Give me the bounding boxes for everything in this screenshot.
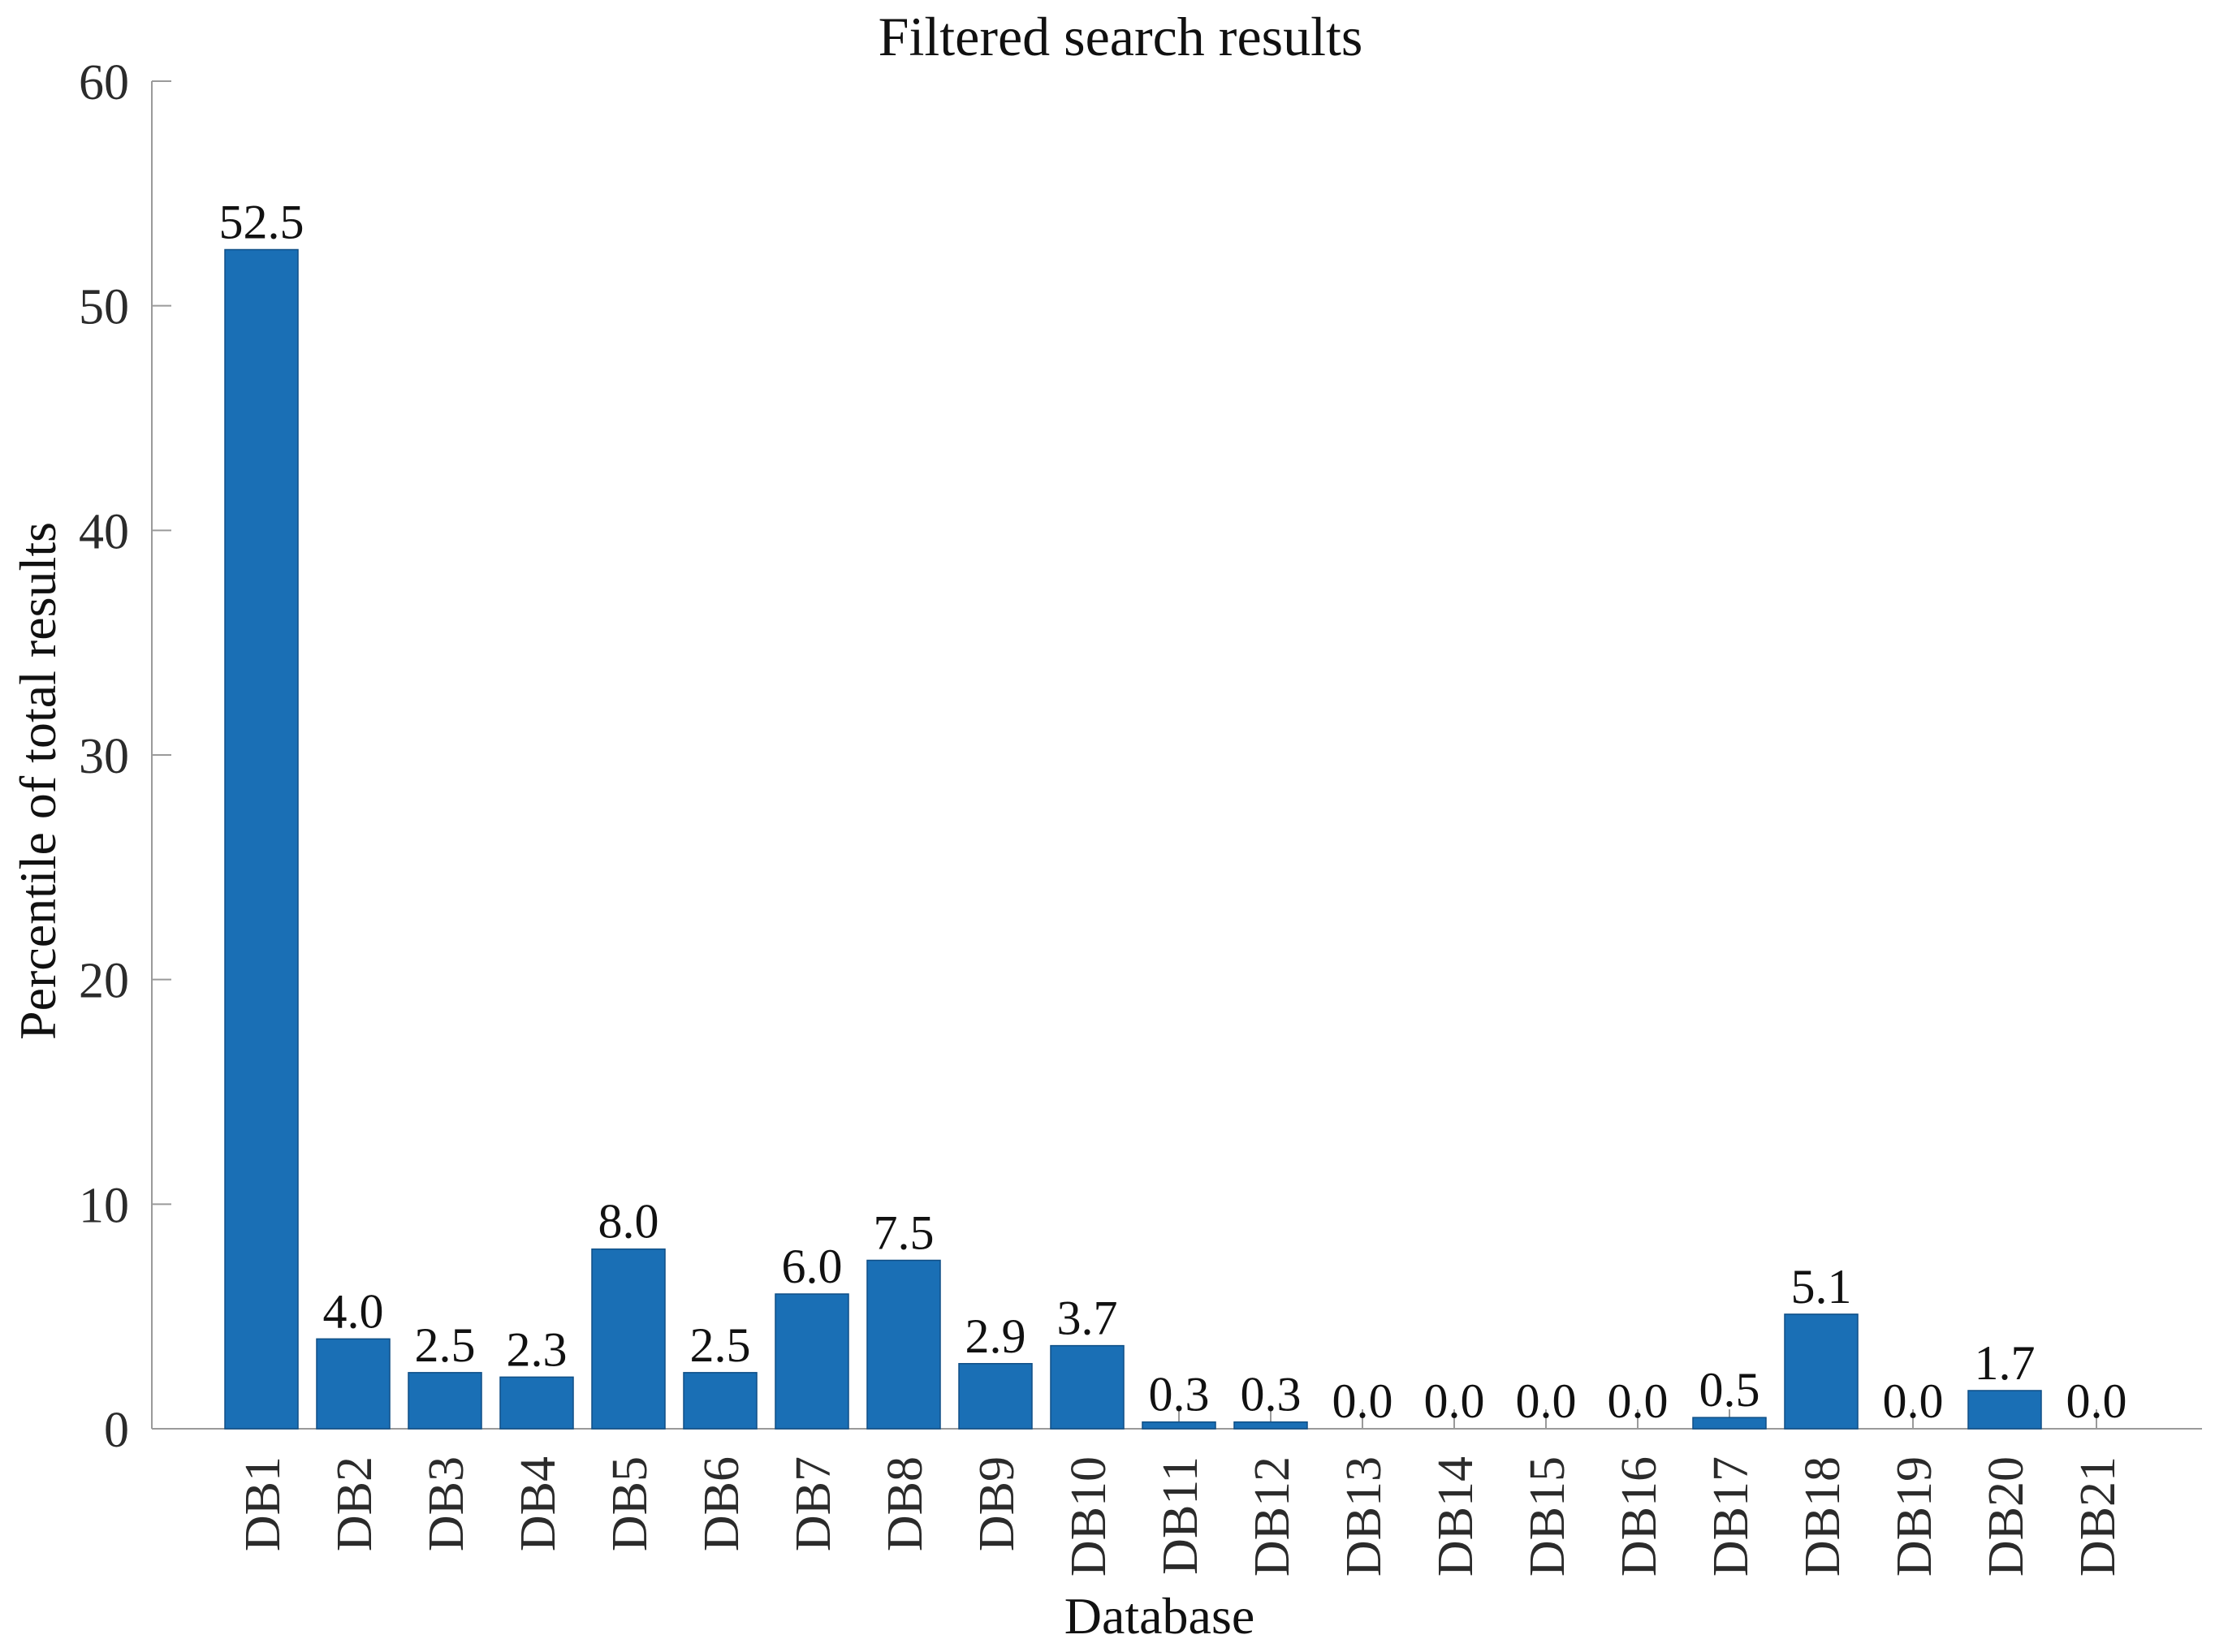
category-label: DB1	[235, 1456, 291, 1551]
category-label: DB10	[1061, 1456, 1116, 1577]
bar-db7	[775, 1293, 849, 1430]
bar-db4	[499, 1376, 574, 1430]
value-label: 2.9	[965, 1309, 1026, 1363]
y-tick-label: 10	[79, 1178, 129, 1233]
value-label: 0.0	[1516, 1374, 1577, 1428]
category-label: DB20	[1979, 1456, 2034, 1577]
plot-area: 0 10 20 30 40 50 60 52.5 DB1 4.0 DB2 2.5 DB3 2.3 DB4 8.…	[79, 55, 2202, 1577]
category-label: DB14	[1428, 1456, 1483, 1577]
bar-db5	[591, 1248, 666, 1430]
category-label: DB8	[878, 1456, 933, 1551]
bar-db17	[1692, 1417, 1767, 1430]
value-label: 0.5	[1699, 1363, 1760, 1417]
category-label: DB16	[1612, 1456, 1667, 1577]
bar-db8	[866, 1259, 941, 1430]
category-label: DB4	[511, 1456, 566, 1551]
value-label: 7.5	[874, 1206, 935, 1260]
value-label: 2.5	[415, 1318, 476, 1372]
bar-db18	[1784, 1313, 1859, 1430]
value-label: 0.0	[1424, 1374, 1485, 1428]
category-label: DB3	[419, 1456, 474, 1551]
category-label: DB7	[786, 1456, 841, 1551]
chart-title: Filtered search results	[879, 6, 1363, 67]
value-label: 8.0	[598, 1195, 659, 1249]
x-axis-label: Database	[1064, 1587, 1255, 1645]
value-label: 52.5	[219, 196, 304, 249]
y-tick-label: 40	[79, 504, 129, 559]
y-tick-label: 20	[79, 954, 129, 1009]
value-label: 6.0	[782, 1240, 843, 1293]
value-label: 0.0	[2066, 1374, 2127, 1428]
value-label: 5.1	[1791, 1260, 1852, 1313]
bar-db2	[316, 1338, 391, 1430]
value-label: 0.3	[1149, 1368, 1210, 1421]
value-label: 0.0	[1608, 1374, 1669, 1428]
y-tick-label: 50	[79, 280, 129, 335]
category-label: DB13	[1336, 1456, 1392, 1577]
category-label: DB5	[602, 1456, 658, 1551]
bar-db11	[1142, 1421, 1216, 1430]
bar-db9	[958, 1363, 1033, 1430]
category-label: DB17	[1703, 1456, 1759, 1577]
y-tick-label: 60	[79, 55, 129, 110]
bar-db6	[683, 1372, 758, 1430]
y-tick-label: 0	[104, 1403, 129, 1458]
category-label: DB18	[1795, 1456, 1850, 1577]
value-label: 0.0	[1883, 1374, 1944, 1428]
value-label: 0.3	[1241, 1368, 1302, 1421]
value-label: 0.0	[1332, 1374, 1393, 1428]
value-label: 2.5	[690, 1318, 751, 1372]
bar-db10	[1050, 1344, 1125, 1430]
y-tick-label: 30	[79, 729, 129, 784]
category-label: DB19	[1887, 1456, 1942, 1577]
value-label: 1.7	[1975, 1336, 2036, 1390]
bar-db3	[408, 1372, 482, 1430]
category-label: DB6	[694, 1456, 749, 1551]
bar-db1	[224, 248, 299, 1430]
category-label: DB9	[969, 1456, 1025, 1551]
category-label: DB12	[1245, 1456, 1300, 1577]
bar-db20	[1967, 1390, 2042, 1430]
category-label: DB2	[327, 1456, 382, 1551]
category-label: DB21	[2070, 1456, 2126, 1577]
value-label: 3.7	[1057, 1292, 1118, 1345]
category-label: DB15	[1520, 1456, 1575, 1577]
category-label: DB11	[1153, 1456, 1208, 1575]
y-axis-label: Percentile of total results	[9, 522, 67, 1040]
value-label: 4.0	[323, 1284, 384, 1338]
bar-db12	[1233, 1421, 1308, 1430]
value-label: 2.3	[507, 1322, 568, 1376]
